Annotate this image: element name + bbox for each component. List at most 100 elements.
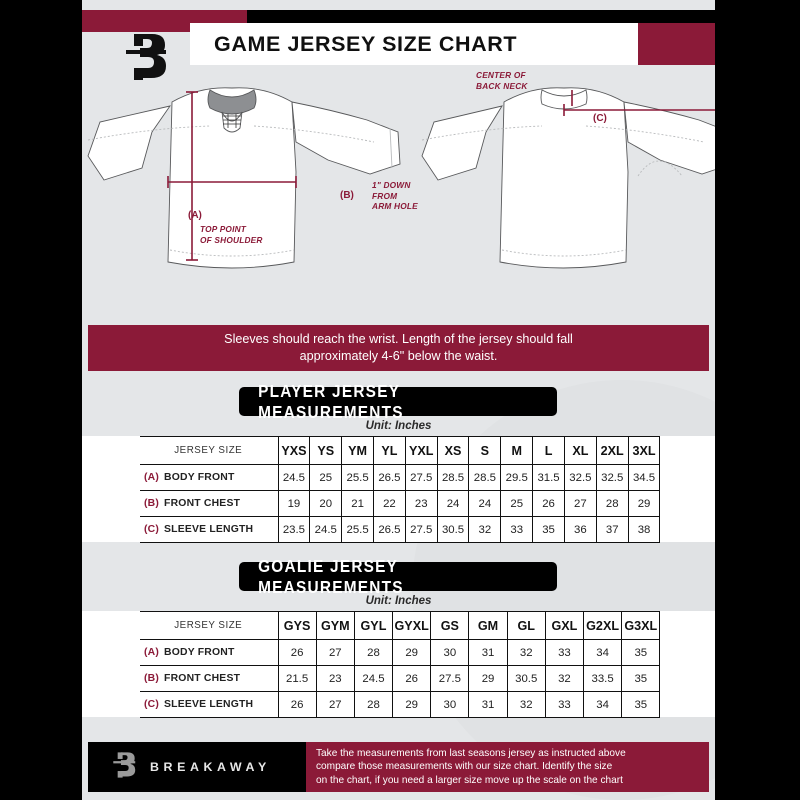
header-bar: GAME JERSEY SIZE CHART xyxy=(82,23,715,65)
measurement-cell: 28 xyxy=(595,490,629,517)
banner-line-2: approximately 4-6" below the waist. xyxy=(299,349,498,363)
breakaway-b-logo-icon xyxy=(120,26,182,88)
measurement-cell: 26 xyxy=(277,639,317,666)
measurement-cell: 21.5 xyxy=(277,665,317,692)
measurement-cell: 35 xyxy=(621,691,661,718)
jersey-size-header: JERSEY SIZE xyxy=(140,611,279,640)
measurement-label: (C) SLEEVE LENGTH xyxy=(140,691,279,718)
measurement-cell: 32 xyxy=(544,665,585,692)
measurement-cell: 28.5 xyxy=(468,464,502,491)
measurement-cell: 27 xyxy=(563,490,597,517)
measurement-cell: 26.5 xyxy=(372,464,406,491)
size-header-cell: YM xyxy=(341,436,374,465)
size-header-cell: GS xyxy=(430,611,470,640)
measurement-label: (A) BODY FRONT xyxy=(140,464,279,491)
measurement-tag: (A) xyxy=(144,472,160,483)
player-table-wrap: JERSEY SIZE YXS YS YM YL YXL XS S M L XL 2XL 3XL (A) B… xyxy=(82,436,715,543)
table-row: (C) SLEEVE LENGTH 26 27 28 29 30 31 32 33 34 35 xyxy=(140,691,661,718)
measurement-cell: 25.5 xyxy=(341,464,374,491)
size-header-cell: M xyxy=(500,436,534,465)
measurement-cell: 32.5 xyxy=(563,464,597,491)
size-header-cell: L xyxy=(532,436,565,465)
measurement-cell: 24.5 xyxy=(277,464,311,491)
size-header-cell: GM xyxy=(468,611,508,640)
measurement-cell: 27.5 xyxy=(404,464,438,491)
measurement-cell: 37 xyxy=(595,516,629,543)
size-header-cell: GXL xyxy=(544,611,585,640)
footer-line-3: on the chart, if you need a larger size … xyxy=(316,774,623,786)
measurement-cell: 32.5 xyxy=(595,464,629,491)
measurement-tag: (C) xyxy=(144,524,160,535)
measurement-cell: 26 xyxy=(277,691,317,718)
front-label-b-text: 1" DOWN FROM ARM HOLE xyxy=(372,180,418,211)
measurement-cell: 24 xyxy=(468,490,502,517)
front-label-b-tag: (B) xyxy=(340,190,354,201)
measurement-cell: 21 xyxy=(341,490,374,517)
front-label-a-text: TOP POINT OF SHOULDER xyxy=(200,224,263,245)
size-header-cell: GYL xyxy=(353,611,394,640)
table-row: (A) BODY FRONT 24.5 25 25.5 26.5 27.5 28.5 28.5 2… xyxy=(140,464,661,491)
measurement-cell: 28.5 xyxy=(436,464,470,491)
measurement-cell: 34 xyxy=(582,691,623,718)
measurement-cell: 31 xyxy=(468,639,508,666)
measurement-label: (B) FRONT CHEST xyxy=(140,665,279,692)
measurement-cell: 29 xyxy=(468,665,508,692)
measurement-cell: 25 xyxy=(309,464,343,491)
table-row: (B) FRONT CHEST 19 20 21 22 23 24 24 25 26 27 28 29 xyxy=(140,490,661,517)
measurement-cell: 19 xyxy=(277,490,311,517)
measurement-cell: 38 xyxy=(627,516,661,543)
back-label-c-tag: (C) xyxy=(593,113,607,124)
measurement-label: (B) FRONT CHEST xyxy=(140,490,279,517)
size-header-cell: XS xyxy=(436,436,470,465)
table-row: (C) SLEEVE LENGTH 23.5 24.5 25.5 26.5 27.5 30.5… xyxy=(140,516,661,543)
front-jersey-illustration xyxy=(87,87,401,269)
measurement-cell: 20 xyxy=(309,490,343,517)
measurement-cell: 26 xyxy=(532,490,565,517)
back-jersey-illustration xyxy=(421,87,715,269)
size-header-cell: S xyxy=(468,436,502,465)
measurement-cell: 33 xyxy=(544,639,585,666)
footer-line-1: Take the measurements from last seasons … xyxy=(316,747,626,759)
measurement-cell: 27 xyxy=(315,639,355,666)
player-measurements-table: JERSEY SIZE YXS YS YM YL YXL XS S M L XL 2XL 3XL (A) B… xyxy=(140,436,661,543)
measurement-cell: 34.5 xyxy=(627,464,661,491)
center-back-neck-text: CENTER OF BACK NECK xyxy=(476,70,528,91)
size-header-cell: XL xyxy=(563,436,597,465)
size-header-cell: 2XL xyxy=(595,436,629,465)
goalie-section-title: GOALIE JERSEY MEASUREMENTS xyxy=(239,556,557,597)
player-unit-label: Unit: Inches xyxy=(365,420,432,432)
goalie-section-title-text: GOALIE JERSEY MEASUREMENTS xyxy=(258,555,404,597)
measurement-cell: 23.5 xyxy=(277,516,311,543)
page-title: GAME JERSEY SIZE CHART xyxy=(214,31,518,56)
goalie-table-wrap: JERSEY SIZE GYS GYM GYL GYXL GS GM GL GXL G2XL G3X… xyxy=(82,611,715,718)
measurement-cell: 31 xyxy=(468,691,508,718)
goalie-unit-label: Unit: Inches xyxy=(365,595,432,607)
measurement-cell: 27.5 xyxy=(430,665,470,692)
measurement-tag: (A) xyxy=(144,647,160,658)
measurement-cell: 31.5 xyxy=(532,464,565,491)
measurement-cell: 35 xyxy=(621,665,661,692)
measurement-cell: 30.5 xyxy=(506,665,546,692)
size-header-cell: G2XL xyxy=(582,611,623,640)
measurement-cell: 35 xyxy=(621,639,661,666)
measurement-cell: 28 xyxy=(353,639,394,666)
table-row: (B) FRONT CHEST 21.5 23 24.5 26 27.5 29 30.5 32 33… xyxy=(140,665,661,692)
measurement-tag: (B) xyxy=(144,498,160,509)
measurement-cell: 26 xyxy=(392,665,432,692)
footer-line-2: compare those measurements with our size… xyxy=(316,761,613,773)
footer-brand-name: BREAKAWAY xyxy=(150,760,271,774)
measurement-cell: 27.5 xyxy=(404,516,438,543)
table-row: (A) BODY FRONT 26 27 28 29 30 31 32 33 34 35 xyxy=(140,639,661,666)
measurement-cell: 23 xyxy=(404,490,438,517)
measurement-cell: 24.5 xyxy=(353,665,394,692)
fit-instruction-banner: Sleeves should reach the wrist. Length o… xyxy=(88,325,709,371)
front-measure-lines xyxy=(167,91,297,261)
measurement-cell: 28 xyxy=(353,691,394,718)
measurement-cell: 30 xyxy=(430,691,470,718)
footer-message-box: Take the measurements from last seasons … xyxy=(306,742,709,792)
measurement-cell: 29 xyxy=(392,639,432,666)
measurement-cell: 25 xyxy=(500,490,534,517)
measurement-cell: 25.5 xyxy=(341,516,374,543)
header-title-box: GAME JERSEY SIZE CHART xyxy=(190,23,638,65)
measurement-label: (A) BODY FRONT xyxy=(140,639,279,666)
